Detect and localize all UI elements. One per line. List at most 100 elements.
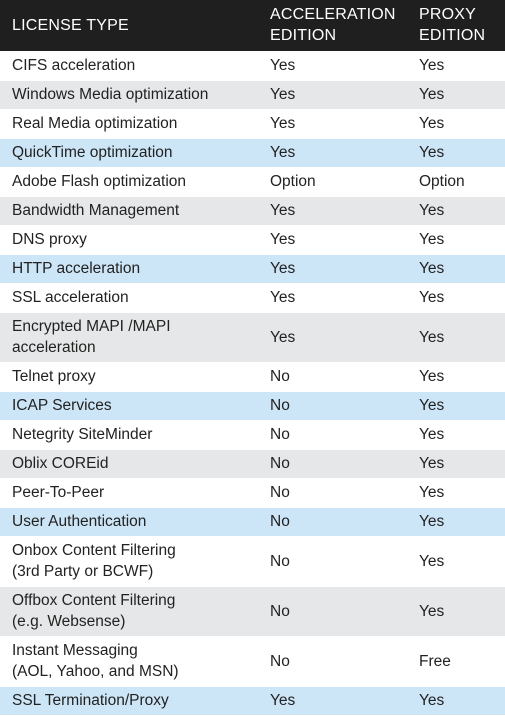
- license-type-text: CIFS acceleration: [12, 57, 136, 74]
- proxy-edition-cell: Yes: [411, 361, 505, 391]
- license-type-cell: Windows Media optimization: [0, 79, 262, 109]
- header-acceleration-line1: ACCELERATION: [270, 6, 396, 24]
- acceleration-edition-cell: No: [262, 585, 411, 636]
- license-type-text: SSL acceleration: [12, 289, 129, 306]
- proxy-edition-cell: Yes: [411, 253, 505, 283]
- table-row: Netegrity SiteMinder No Yes: [0, 419, 505, 449]
- license-type-text: (AOL, Yahoo, and MSN): [12, 663, 179, 680]
- proxy-edition-cell: Yes: [411, 311, 505, 362]
- table-row: CIFS acceleration Yes Yes: [0, 50, 505, 80]
- proxy-edition-cell: Yes: [411, 585, 505, 636]
- proxy-edition-cell: Free: [411, 635, 505, 686]
- license-type-text: (e.g. Websense): [12, 613, 126, 630]
- table-row: HTTP acceleration Yes Yes: [0, 253, 505, 283]
- license-type-cell: Offbox Content Filtering (e.g. Websense): [0, 585, 262, 636]
- table-row: ICAP Services No Yes: [0, 390, 505, 420]
- table-row: QuickTime optimization Yes Yes: [0, 137, 505, 167]
- license-type-text: Oblix COREid: [12, 455, 109, 472]
- table-row: SSL acceleration Yes Yes: [0, 282, 505, 312]
- license-type-text: Encrypted MAPI /MAPI: [12, 318, 171, 335]
- license-type-text: Onbox Content Filtering: [12, 542, 176, 559]
- acceleration-edition-cell: No: [262, 477, 411, 507]
- license-type-text: DNS proxy: [12, 231, 87, 248]
- header-acceleration-line2: EDITION: [270, 27, 337, 45]
- table-header: LICENSE TYPE ACCELERATION EDITION PROXY …: [0, 0, 505, 51]
- license-type-cell: HTTP acceleration: [0, 253, 262, 283]
- license-type-text: QuickTime optimization: [12, 144, 173, 161]
- acceleration-edition-cell: No: [262, 448, 411, 478]
- acceleration-edition-cell: No: [262, 535, 411, 586]
- license-type-text: User Authentication: [12, 513, 147, 530]
- proxy-edition-cell: Yes: [411, 419, 505, 449]
- proxy-edition-cell: Yes: [411, 535, 505, 586]
- table-row: Onbox Content Filtering (3rd Party or BCW…: [0, 535, 505, 586]
- license-type-text: Windows Media optimization: [12, 86, 209, 103]
- license-type-text: HTTP acceleration: [12, 260, 141, 277]
- license-type-text: Peer-To-Peer: [12, 484, 105, 501]
- license-type-text: (3rd Party or BCWF): [12, 563, 154, 580]
- acceleration-edition-cell: Yes: [262, 79, 411, 109]
- acceleration-edition-cell: Option: [262, 166, 411, 196]
- license-type-cell: Onbox Content Filtering (3rd Party or BCW…: [0, 535, 262, 586]
- acceleration-edition-cell: Yes: [262, 108, 411, 138]
- proxy-edition-cell: Yes: [411, 137, 505, 167]
- header-proxy-line2: EDITION: [419, 27, 486, 45]
- table-row: Windows Media optimization Yes Yes: [0, 79, 505, 109]
- proxy-edition-cell: Yes: [411, 506, 505, 536]
- acceleration-edition-cell: Yes: [262, 224, 411, 254]
- header-proxy-edition: PROXY EDITION: [411, 0, 505, 51]
- proxy-edition-cell: Yes: [411, 685, 505, 715]
- license-type-text: Netegrity SiteMinder: [12, 426, 153, 443]
- license-type-cell: Peer-To-Peer: [0, 477, 262, 507]
- header-acceleration-edition: ACCELERATION EDITION: [262, 0, 411, 51]
- acceleration-edition-cell: Yes: [262, 282, 411, 312]
- header-license-type: LICENSE TYPE: [0, 0, 262, 51]
- license-type-text: SSL Termination/Proxy: [12, 692, 169, 710]
- table-row: Encrypted MAPI /MAPI acceleration Yes Yes: [0, 311, 505, 362]
- proxy-edition-cell: Yes: [411, 79, 505, 109]
- proxy-edition-cell: Yes: [411, 477, 505, 507]
- proxy-edition-cell: Yes: [411, 282, 505, 312]
- license-type-cell: QuickTime optimization: [0, 137, 262, 167]
- table-row: Adobe Flash optimization Option Option: [0, 166, 505, 196]
- table-row: Oblix COREid No Yes: [0, 448, 505, 478]
- acceleration-edition-cell: No: [262, 635, 411, 686]
- license-type-cell: Telnet proxy: [0, 361, 262, 391]
- header-row: LICENSE TYPE ACCELERATION EDITION PROXY …: [0, 0, 505, 51]
- proxy-edition-cell: Yes: [411, 390, 505, 420]
- license-type-text: acceleration: [12, 339, 96, 356]
- license-type-cell: Real Media optimization: [0, 108, 262, 138]
- license-type-cell: ICAP Services: [0, 390, 262, 420]
- acceleration-edition-cell: Yes: [262, 137, 411, 167]
- proxy-edition-cell: Yes: [411, 108, 505, 138]
- table-row: Peer-To-Peer No Yes: [0, 477, 505, 507]
- license-type-cell: Encrypted MAPI /MAPI acceleration: [0, 311, 262, 362]
- acceleration-edition-cell: No: [262, 390, 411, 420]
- table-row: Instant Messaging (AOL, Yahoo, and MSN) No…: [0, 635, 505, 686]
- table-row: Bandwidth Management Yes Yes: [0, 195, 505, 225]
- license-type-cell: Bandwidth Management: [0, 195, 262, 225]
- license-type-cell: Instant Messaging (AOL, Yahoo, and MSN): [0, 635, 262, 686]
- acceleration-edition-cell: No: [262, 361, 411, 391]
- acceleration-edition-cell: No: [262, 506, 411, 536]
- proxy-edition-cell: Yes: [411, 224, 505, 254]
- proxy-edition-cell: Yes: [411, 195, 505, 225]
- acceleration-edition-cell: Yes: [262, 50, 411, 80]
- license-type-text: ICAP Services: [12, 397, 112, 414]
- license-type-text: Instant Messaging: [12, 642, 138, 659]
- license-type-cell: SSL acceleration: [0, 282, 262, 312]
- proxy-edition-cell: Yes: [411, 50, 505, 80]
- header-license-type-label: LICENSE TYPE: [12, 16, 129, 34]
- header-proxy-line1: PROXY: [419, 6, 477, 24]
- acceleration-edition-cell: No: [262, 419, 411, 449]
- license-type-text: Offbox Content Filtering: [12, 592, 176, 609]
- acceleration-edition-cell: Yes: [262, 685, 411, 715]
- acceleration-edition-cell: Yes: [262, 253, 411, 283]
- proxy-edition-cell: Yes: [411, 448, 505, 478]
- license-type-text: Adobe Flash optimization: [12, 173, 187, 190]
- proxy-edition-cell: Option: [411, 166, 505, 196]
- table-body: CIFS acceleration Yes Yes Windows Media opt…: [0, 50, 505, 715]
- table-row: User Authentication No Yes: [0, 506, 505, 536]
- license-type-text: Real Media optimization: [12, 115, 178, 132]
